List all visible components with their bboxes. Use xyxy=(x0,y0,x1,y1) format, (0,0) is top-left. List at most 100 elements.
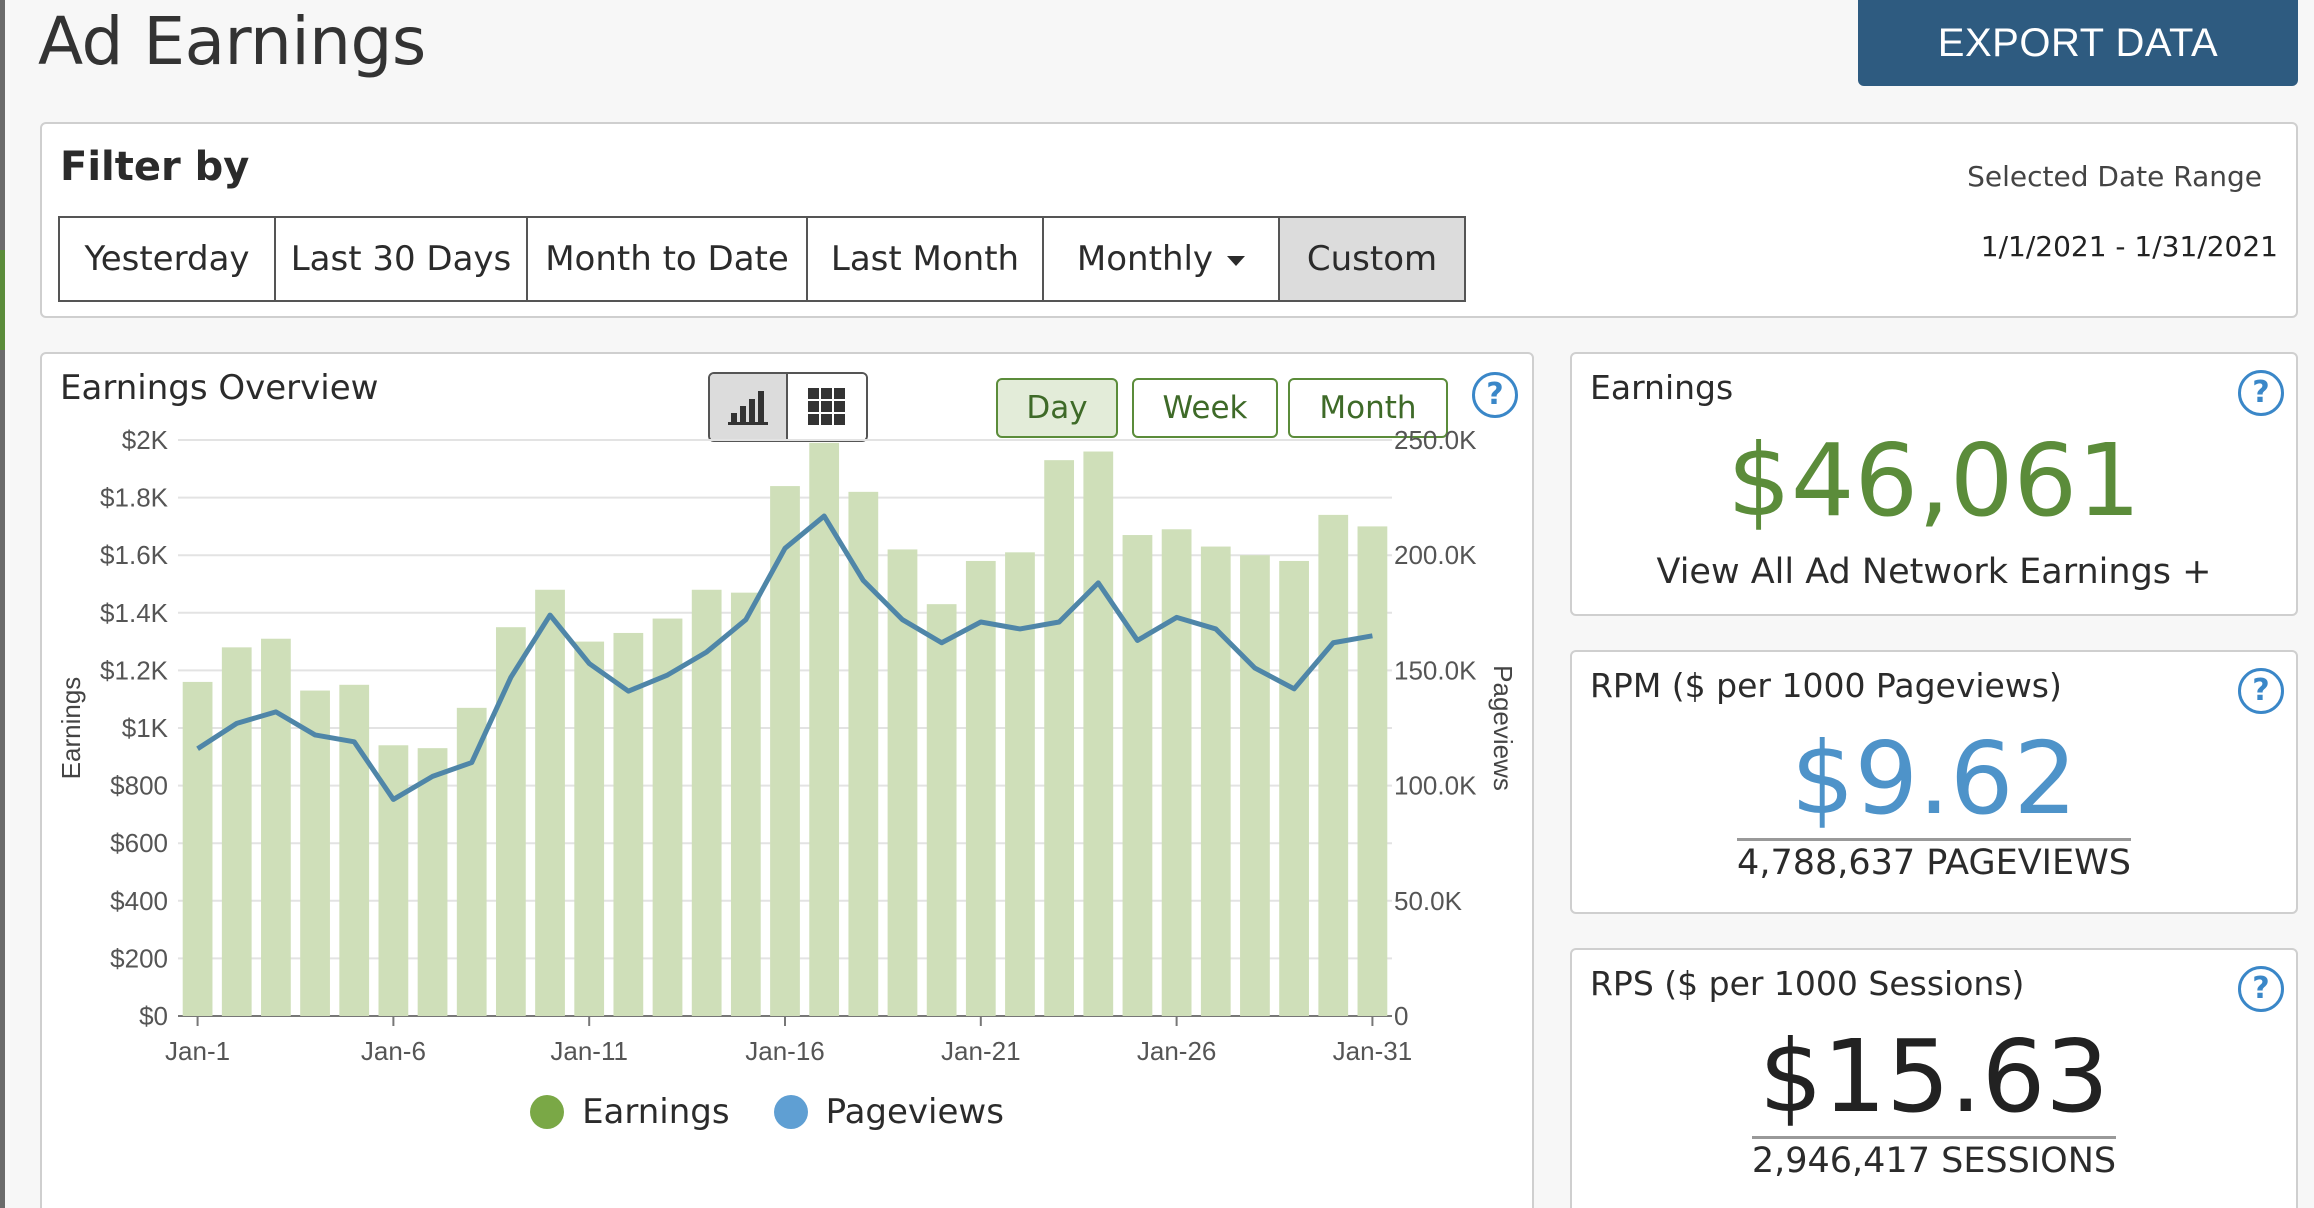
question-circle-icon[interactable]: ? xyxy=(2238,668,2284,714)
filter-yesterday-button[interactable]: Yesterday xyxy=(60,218,276,300)
earnings-bar xyxy=(535,589,565,1016)
y-axis-title: Earnings xyxy=(56,677,86,780)
granularity-week-button[interactable]: Week xyxy=(1132,378,1278,438)
filter-panel: Filter by Yesterday Last 30 Days Month t… xyxy=(40,122,2298,318)
chart-title: Earnings Overview xyxy=(60,368,379,408)
x-tick-label: Jan-1 xyxy=(165,1036,230,1066)
caret-down-icon xyxy=(1227,256,1246,266)
grid-view-button[interactable] xyxy=(788,374,866,440)
y2-tick-label: 50.0K xyxy=(1394,886,1463,916)
y-tick-label: $1.6K xyxy=(100,540,169,570)
x-tick-label: Jan-26 xyxy=(1137,1036,1217,1066)
y-tick-label: $1.2K xyxy=(100,655,169,685)
y-tick-label: $200 xyxy=(110,943,168,973)
legend-pageviews-label: Pageviews xyxy=(825,1092,1004,1132)
export-data-button[interactable]: EXPORT DATA xyxy=(1858,0,2298,86)
bar-chart-icon xyxy=(728,391,768,425)
page-title: Ad Earnings xyxy=(38,3,426,80)
question-circle-icon[interactable]: ? xyxy=(2238,966,2284,1012)
earnings-bar xyxy=(1200,546,1231,1016)
y2-tick-label: 200.0K xyxy=(1394,540,1477,570)
pageviews-line xyxy=(196,513,1373,802)
x-tick-label: Jan-21 xyxy=(941,1036,1021,1066)
rpm-stat-value: $9.62 xyxy=(1790,720,2078,837)
y2-tick-label: 150.0K xyxy=(1394,655,1477,685)
earnings-bar xyxy=(1240,555,1270,1016)
y-tick-label: $2K xyxy=(122,425,169,455)
y2-axis-title: Pageviews xyxy=(1488,665,1518,791)
earnings-bar xyxy=(182,681,213,1016)
earnings-bar xyxy=(848,491,879,1017)
earnings-bar xyxy=(378,745,409,1016)
x-tick-label: Jan-16 xyxy=(745,1036,825,1066)
rpm-pageviews: 4,788,637 PAGEVIEWS xyxy=(1737,838,2131,883)
x-tick-label: Jan-31 xyxy=(1333,1036,1413,1066)
earnings-bar xyxy=(495,627,526,1016)
earnings-bar xyxy=(1279,560,1309,1016)
x-tick-label: Jan-11 xyxy=(550,1036,628,1066)
question-circle-icon[interactable]: ? xyxy=(2238,370,2284,416)
earnings-stat-panel: Earnings ? $46,061 View All Ad Network E… xyxy=(1570,352,2298,616)
legend-earnings-label: Earnings xyxy=(582,1092,730,1132)
earnings-bar xyxy=(1044,460,1075,1016)
bar-chart-view-button[interactable] xyxy=(710,374,788,440)
earnings-bar xyxy=(613,632,644,1016)
earnings-bar xyxy=(809,442,840,1016)
filter-custom-button[interactable]: Custom xyxy=(1280,218,1464,300)
rps-sessions-wrap: 2,946,417 SESSIONS xyxy=(1572,1136,2296,1181)
granularity-day-button[interactable]: Day xyxy=(996,378,1118,438)
granularity-month-button[interactable]: Month xyxy=(1288,378,1448,438)
earnings-bar xyxy=(221,647,252,1016)
date-range-label: Selected Date Range xyxy=(1967,160,2262,193)
earnings-bar xyxy=(770,486,800,1017)
earnings-bar xyxy=(1122,535,1153,1016)
rps-stat-panel: RPS ($ per 1000 Sessions) ? $15.63 2,946… xyxy=(1570,948,2298,1208)
y-tick-label: $1.8K xyxy=(100,483,169,513)
y-tick-label: $1.4K xyxy=(100,598,169,628)
date-range-value: 1/1/2021 - 1/31/2021 xyxy=(1980,230,2278,263)
rpm-pageviews-wrap: 4,788,637 PAGEVIEWS xyxy=(1572,838,2296,883)
legend-pageviews-dot xyxy=(773,1095,808,1129)
legend-earnings-dot xyxy=(530,1095,565,1129)
filter-title: Filter by xyxy=(60,144,250,190)
earnings-bar xyxy=(417,748,448,1016)
earnings-bar xyxy=(1083,451,1114,1016)
y-tick-label: $400 xyxy=(110,886,168,916)
filter-last-30-days-button[interactable]: Last 30 Days xyxy=(276,218,528,300)
earnings-stat-value: $46,061 xyxy=(1727,422,2141,539)
left-edge-accent xyxy=(0,250,5,350)
earnings-bar xyxy=(926,604,957,1016)
y2-tick-label: 250.0K xyxy=(1394,425,1477,455)
y-tick-label: $800 xyxy=(110,771,168,801)
y2-tick-label: 0 xyxy=(1394,1001,1408,1031)
filter-monthly-label: Monthly xyxy=(1076,239,1214,279)
legend-pageviews[interactable]: Pageviews xyxy=(773,1092,1004,1132)
chart-legend: Earnings Pageviews xyxy=(0,1092,1534,1132)
earnings-stat-label: Earnings xyxy=(1590,368,1734,407)
grid-icon xyxy=(808,388,845,425)
rpm-stat-label: RPM ($ per 1000 Pageviews) xyxy=(1590,666,2062,705)
filter-last-month-button[interactable]: Last Month xyxy=(808,218,1044,300)
filter-month-to-date-button[interactable]: Month to Date xyxy=(528,218,808,300)
date-filter-group: Yesterday Last 30 Days Month to Date Las… xyxy=(58,216,1466,302)
earnings-bar xyxy=(1161,529,1192,1016)
left-edge-strip xyxy=(0,0,5,1208)
earnings-bar xyxy=(691,589,722,1016)
view-all-earnings-link[interactable]: View All Ad Network Earnings + xyxy=(1656,552,2212,592)
earnings-bar xyxy=(652,618,683,1016)
earnings-bar xyxy=(261,638,291,1016)
earnings-bar xyxy=(965,560,996,1016)
earnings-bar xyxy=(730,592,761,1016)
filter-monthly-dropdown[interactable]: Monthly xyxy=(1044,218,1280,300)
earnings-bar xyxy=(1318,514,1349,1016)
earnings-bar xyxy=(1005,552,1035,1016)
question-circle-icon[interactable]: ? xyxy=(1472,372,1518,418)
y-tick-label: $0 xyxy=(139,1001,168,1031)
y-tick-label: $1K xyxy=(122,713,169,743)
rps-sessions: 2,946,417 SESSIONS xyxy=(1751,1136,2117,1181)
earnings-bar xyxy=(1357,526,1388,1016)
rps-stat-value: $15.63 xyxy=(1759,1018,2109,1135)
legend-earnings[interactable]: Earnings xyxy=(530,1092,730,1132)
y-tick-label: $600 xyxy=(110,828,168,858)
